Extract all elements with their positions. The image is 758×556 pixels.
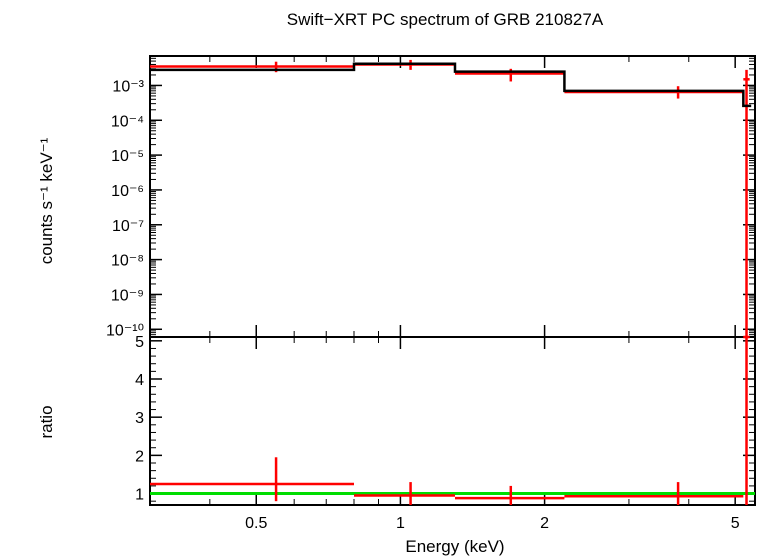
spectrum-model-step [150, 62, 752, 108]
ratio-y-tick-label: 5 [135, 334, 144, 351]
spectrum-panel: 10⁻³ 10⁻⁴ 10⁻⁵ 10⁻⁶ 10⁻⁷ 10⁻⁸ 10⁻⁹ 10⁻¹⁰ [106, 55, 756, 339]
ratio-panel: 1 2 3 4 5 0.5 1 2 5 [135, 334, 756, 532]
ratio-y-tick-label: 3 [135, 410, 144, 427]
x-tick-label: 1 [396, 515, 405, 532]
ratio-y-tick-label: 1 [135, 487, 144, 504]
spectrum-y-tick-label: 10⁻⁸ [111, 253, 144, 270]
spectrum-y-tick-label: 10⁻³ [112, 78, 144, 95]
spectrum-y-tick-label: 10⁻⁵ [111, 148, 144, 165]
spectrum-y-tick-label: 10⁻¹⁰ [106, 322, 144, 339]
ratio-y-tick-label: 4 [135, 372, 144, 389]
x-axis-label: Energy (keV) [405, 537, 504, 556]
spectrum-y-tick-label: 10⁻⁷ [112, 218, 144, 235]
spectrum-y-tick-label: 10⁻⁴ [111, 113, 144, 130]
spectrum-y-tick-label: 10⁻⁶ [111, 183, 144, 200]
spectrum-frame [149, 55, 756, 338]
ratio-y-axis-label: ratio [37, 405, 56, 438]
ratio-frame [149, 336, 756, 506]
spectrum-y-axis-label: counts s⁻¹ keV⁻¹ [37, 137, 56, 264]
x-tick-label: 5 [731, 515, 740, 532]
chart-title: Swift−XRT PC spectrum of GRB 210827A [287, 10, 604, 29]
spectrum-y-tick-label: 10⁻⁹ [111, 287, 144, 304]
ratio-y-tick-label: 2 [135, 448, 144, 465]
x-tick-label: 0.5 [245, 515, 267, 532]
x-tick-label: 2 [540, 515, 549, 532]
